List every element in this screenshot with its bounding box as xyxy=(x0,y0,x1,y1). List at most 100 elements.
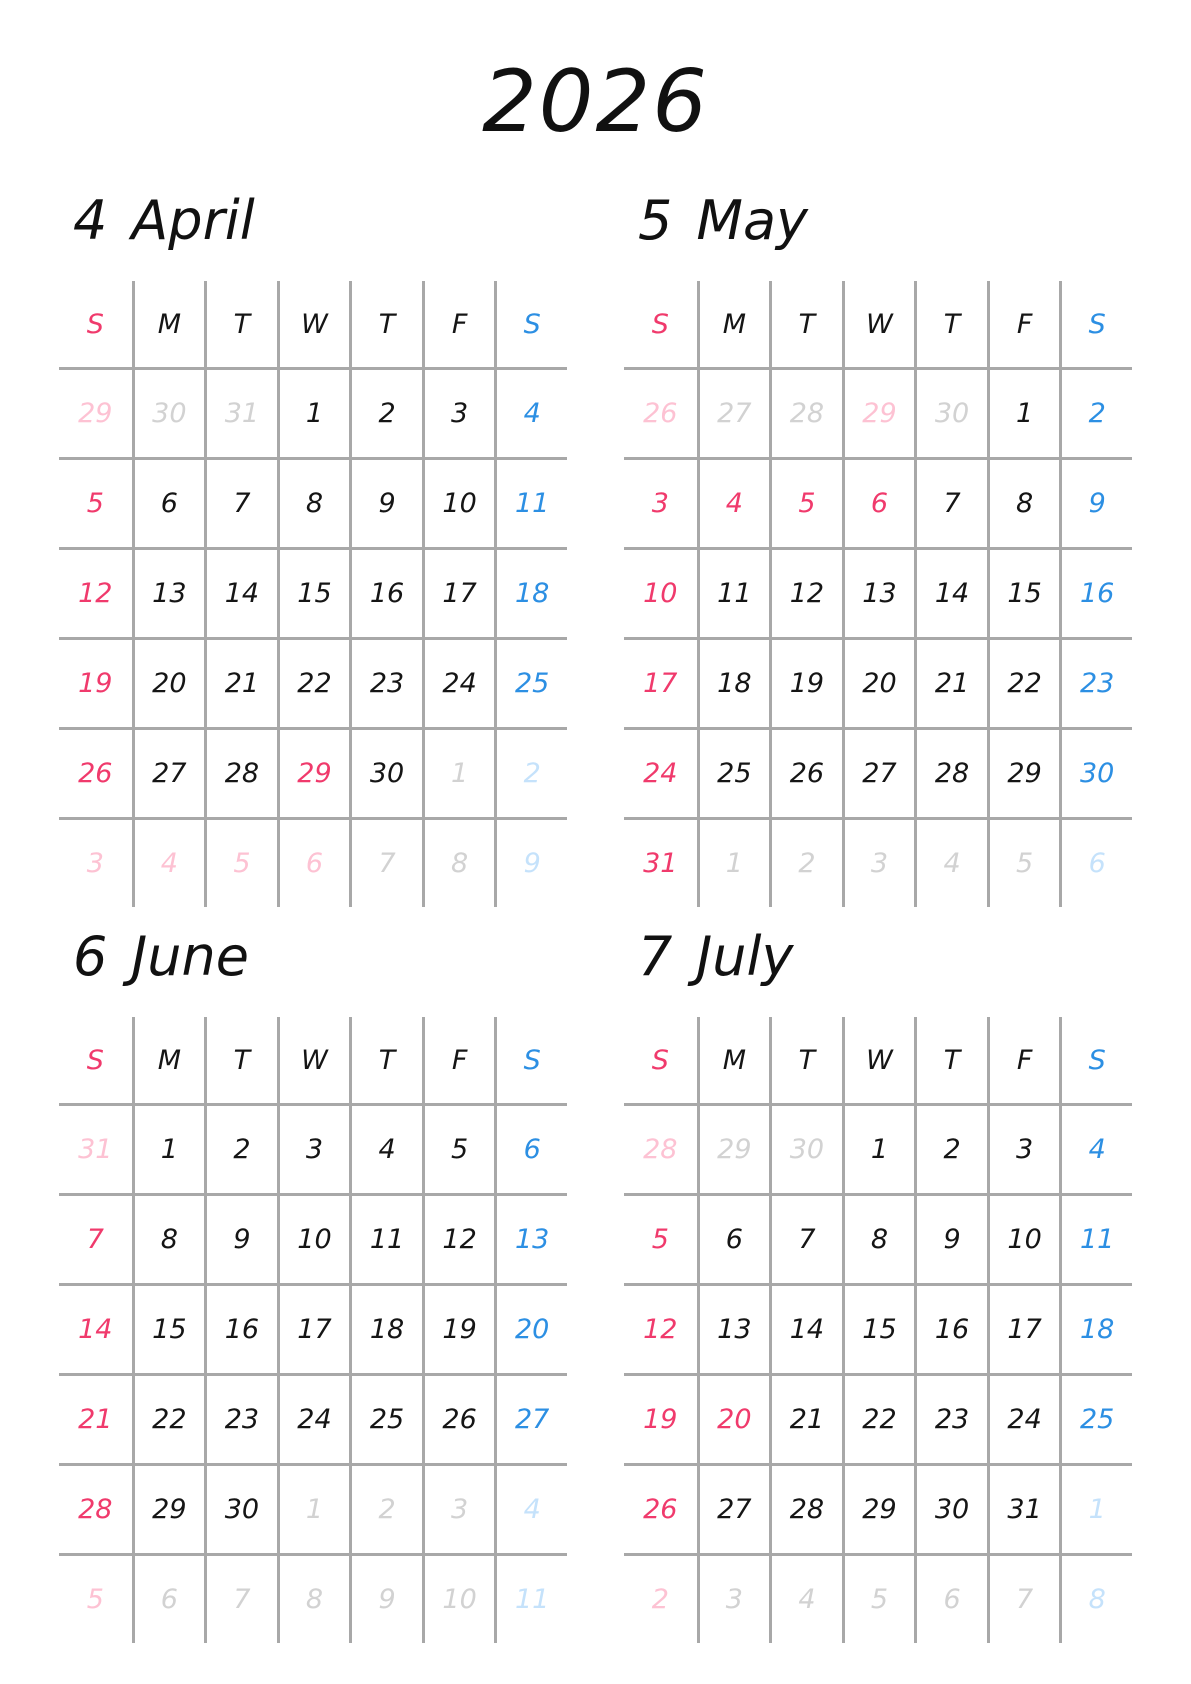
month-grid: S M T W T F S 26 27 28 29 30 1 2 3 4 5 6 7 8 9 10 11 12 13 14 15 16… xyxy=(624,281,1132,907)
day-cell: 4 xyxy=(131,820,205,907)
day-cell: 20 xyxy=(494,1286,567,1373)
week-row: 5 6 7 8 9 10 11 xyxy=(59,1553,567,1643)
weekday-label: W xyxy=(841,281,915,367)
day-cell: 30 xyxy=(914,1466,987,1553)
day-cell: 4 xyxy=(769,1556,842,1643)
day-cell: 8 xyxy=(421,820,495,907)
day-cell: 28 xyxy=(769,370,842,457)
weekday-label: M xyxy=(696,1017,770,1103)
day-cell: 5 xyxy=(86,488,104,519)
day-cell: 26 xyxy=(769,730,842,817)
day-cell: 18 xyxy=(349,1286,422,1373)
weekday-label: S xyxy=(494,281,567,367)
day-cell: 1 xyxy=(276,370,350,457)
day-cell: 23 xyxy=(1059,640,1132,727)
month-number: 6 xyxy=(73,925,108,988)
day-cell: 8 xyxy=(986,460,1060,547)
weekday-label: T xyxy=(769,281,842,367)
day-cell: 4 xyxy=(914,820,987,907)
day-cell: 6 xyxy=(1059,820,1132,907)
day-cell: 3 xyxy=(421,1466,495,1553)
day-cell: 7 xyxy=(914,460,987,547)
day-cell: 11 xyxy=(494,1556,567,1643)
month-title: 4 April xyxy=(73,189,255,252)
day-cell: 31 xyxy=(986,1466,1060,1553)
month-grid: S M T W T F S 28 29 30 1 2 3 4 5 6 7 8 9 10 11 12 13 14 15 16 17 18… xyxy=(624,1017,1132,1643)
day-cell: 28 xyxy=(914,730,987,817)
month-name: May xyxy=(696,189,808,252)
day-cell: 4 xyxy=(696,460,770,547)
month-number: 5 xyxy=(638,189,673,252)
day-cell: 7 xyxy=(204,460,277,547)
day-cell: 4 xyxy=(349,1106,422,1193)
day-cell: 19 xyxy=(421,1286,495,1373)
day-cell: 26 xyxy=(643,398,678,429)
weekday-label: T xyxy=(914,1017,987,1103)
day-cell: 23 xyxy=(204,1376,277,1463)
day-cell: 27 xyxy=(131,730,205,817)
week-row: 5 6 7 8 9 10 11 xyxy=(624,1193,1132,1283)
day-cell: 10 xyxy=(421,1556,495,1643)
day-cell: 24 xyxy=(276,1376,350,1463)
day-cell: 14 xyxy=(769,1286,842,1373)
day-cell: 6 xyxy=(696,1196,770,1283)
day-cell: 2 xyxy=(349,370,422,457)
day-cell: 21 xyxy=(769,1376,842,1463)
day-cell: 6 xyxy=(131,1556,205,1643)
weekday-label: M xyxy=(696,281,770,367)
day-cell: 20 xyxy=(841,640,915,727)
day-cell: 4 xyxy=(1059,1106,1132,1193)
weekday-label: F xyxy=(421,281,495,367)
week-row: 29 30 31 1 2 3 4 xyxy=(59,367,567,457)
day-cell: 10 xyxy=(276,1196,350,1283)
day-cell: 25 xyxy=(494,640,567,727)
day-cell: 30 xyxy=(131,370,205,457)
week-row: 31 1 2 3 4 5 6 xyxy=(59,1103,567,1193)
day-cell: 29 xyxy=(841,370,915,457)
day-cell: 7 xyxy=(986,1556,1060,1643)
day-cell: 12 xyxy=(78,578,113,609)
month-name: July xyxy=(696,925,794,988)
day-cell: 16 xyxy=(204,1286,277,1373)
day-cell: 6 xyxy=(914,1556,987,1643)
day-cell: 11 xyxy=(494,460,567,547)
weekday-label: S xyxy=(86,1044,104,1076)
day-cell: 28 xyxy=(204,730,277,817)
weekday-label: M xyxy=(131,1017,205,1103)
weekday-label: W xyxy=(276,281,350,367)
day-cell: 9 xyxy=(1059,460,1132,547)
day-cell: 7 xyxy=(86,1224,104,1255)
day-cell: 29 xyxy=(131,1466,205,1553)
day-cell: 8 xyxy=(276,460,350,547)
day-cell: 13 xyxy=(131,550,205,637)
day-cell: 25 xyxy=(1059,1376,1132,1463)
day-cell: 25 xyxy=(696,730,770,817)
weekday-label: M xyxy=(131,281,205,367)
day-cell: 28 xyxy=(78,1494,113,1525)
day-cell: 20 xyxy=(131,640,205,727)
month-title: 7 July xyxy=(638,925,793,988)
day-cell: 13 xyxy=(494,1196,567,1283)
week-row: 26 27 28 29 30 1 2 xyxy=(624,367,1132,457)
day-cell: 1 xyxy=(841,1106,915,1193)
day-cell: 31 xyxy=(78,1134,113,1165)
day-cell: 26 xyxy=(421,1376,495,1463)
day-cell: 3 xyxy=(421,370,495,457)
day-cell: 1 xyxy=(986,370,1060,457)
day-cell: 5 xyxy=(986,820,1060,907)
day-cell: 3 xyxy=(841,820,915,907)
week-row: 26 27 28 29 30 1 2 xyxy=(59,727,567,817)
day-cell: 17 xyxy=(986,1286,1060,1373)
day-cell: 3 xyxy=(276,1106,350,1193)
day-cell: 17 xyxy=(421,550,495,637)
day-cell: 2 xyxy=(651,1584,669,1615)
week-row: 28 29 30 1 2 3 4 xyxy=(624,1103,1132,1193)
day-cell: 29 xyxy=(986,730,1060,817)
day-cell: 2 xyxy=(204,1106,277,1193)
day-cell: 22 xyxy=(131,1376,205,1463)
day-cell: 23 xyxy=(349,640,422,727)
day-cell: 8 xyxy=(276,1556,350,1643)
weekday-label: S xyxy=(651,1044,669,1076)
